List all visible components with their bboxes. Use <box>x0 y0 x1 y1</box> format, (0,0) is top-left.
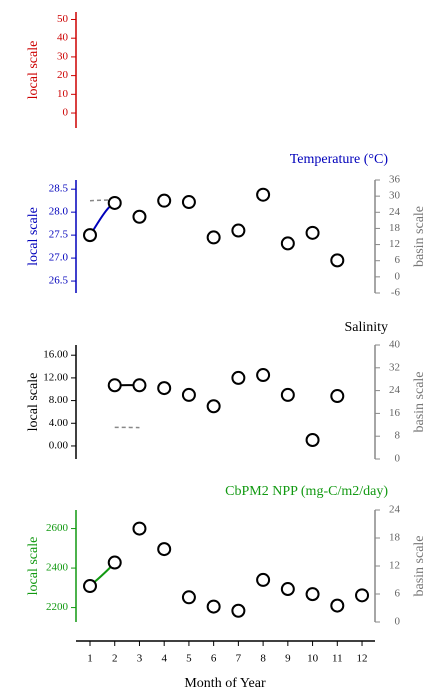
panel-title: CbPM2 NPP (mg-C/m2/day) <box>225 484 388 499</box>
y-tick-label: 28.5 <box>49 183 69 195</box>
y-tick-label: 26.5 <box>49 275 69 287</box>
point <box>107 555 122 570</box>
point <box>132 209 147 224</box>
y-tick-label: 27.5 <box>49 229 69 241</box>
x-tick-label: 12 <box>357 653 368 665</box>
y-tick-label: 2600 <box>46 522 69 534</box>
y2-tick-label: 0 <box>395 616 401 628</box>
y-tick-label: 0.00 <box>49 439 69 451</box>
y2-tick-label: 36 <box>389 174 401 186</box>
y2-tick-label: 30 <box>389 190 401 202</box>
x-tick-label: 11 <box>332 653 343 665</box>
y-tick-label: 2200 <box>46 601 69 613</box>
point <box>206 399 221 414</box>
point <box>181 387 196 402</box>
y2-tick-label: 18 <box>389 532 401 544</box>
x-tick-label: 2 <box>112 653 118 665</box>
x-tick-label: 9 <box>285 653 291 665</box>
point <box>181 590 196 605</box>
x-tick-label: 6 <box>211 653 217 665</box>
point <box>305 225 320 240</box>
point <box>157 542 172 557</box>
point <box>132 378 147 393</box>
x-tick-label: 5 <box>186 653 192 665</box>
panel-title: Temperature (°C) <box>290 152 389 167</box>
y-axis-label: local scale <box>26 207 41 266</box>
y-tick-label: 27.0 <box>49 252 69 264</box>
x-axis-label: Month of Year <box>184 676 266 691</box>
y-tick-label: 4.00 <box>49 417 69 429</box>
y2-tick-label: 8 <box>395 430 401 442</box>
y2-tick-label: 6 <box>395 588 401 600</box>
y-axis-label: local scale <box>26 537 41 596</box>
point <box>355 588 370 603</box>
y-tick-label: 0 <box>63 107 69 119</box>
point <box>256 572 271 587</box>
y-tick-label: 10 <box>57 88 69 100</box>
point <box>107 378 122 393</box>
y2-tick-label: 24 <box>389 504 401 516</box>
point <box>231 370 246 385</box>
panel-title: Salinity <box>344 320 388 335</box>
point <box>330 389 345 404</box>
point <box>181 195 196 210</box>
point <box>157 193 172 208</box>
y2-tick-label: 0 <box>395 270 401 282</box>
point <box>157 381 172 396</box>
point <box>305 433 320 447</box>
y2-axis-label: basin scale <box>412 371 427 432</box>
point <box>305 587 320 602</box>
point <box>280 387 295 402</box>
y2-tick-label: 40 <box>389 339 401 351</box>
point <box>231 223 246 238</box>
y2-tick-label: 24 <box>389 206 401 218</box>
y2-tick-label: 32 <box>389 361 400 373</box>
y-axis-label: local scale <box>26 41 41 100</box>
y-tick-label: 16.00 <box>43 349 68 361</box>
point <box>330 598 345 613</box>
y-axis-label: local scale <box>26 373 41 432</box>
point <box>280 582 295 597</box>
point <box>83 228 97 243</box>
y-tick-label: 50 <box>57 13 69 25</box>
x-tick-label: 10 <box>307 653 319 665</box>
y-tick-label: 30 <box>57 50 69 62</box>
y2-tick-label: 24 <box>389 384 401 396</box>
y2-tick-label: -6 <box>391 287 401 299</box>
point <box>256 368 271 383</box>
y-tick-label: 28.0 <box>49 206 69 218</box>
y2-axis-label: basin scale <box>412 206 427 267</box>
x-tick-label: 4 <box>161 653 167 665</box>
y-tick-label: 20 <box>57 69 69 81</box>
point <box>132 521 147 536</box>
point <box>107 195 122 210</box>
y-tick-label: 40 <box>57 32 69 44</box>
y2-axis-label: basin scale <box>412 535 427 596</box>
x-tick-label: 8 <box>260 653 266 665</box>
y2-tick-label: 12 <box>389 560 400 572</box>
y-tick-label: 12.00 <box>43 371 68 383</box>
point <box>280 236 295 251</box>
point <box>206 599 221 614</box>
x-tick-label: 1 <box>87 653 93 665</box>
point <box>206 230 221 245</box>
point <box>330 253 345 268</box>
point <box>256 187 271 202</box>
x-tick-label: 7 <box>236 653 242 665</box>
y2-tick-label: 12 <box>389 238 400 250</box>
y2-tick-label: 18 <box>389 222 401 234</box>
y-tick-label: 2400 <box>46 562 69 574</box>
point <box>83 579 97 594</box>
y2-tick-label: 0 <box>395 453 401 465</box>
y2-tick-label: 16 <box>389 407 401 419</box>
x-tick-label: 3 <box>137 653 143 665</box>
y-tick-label: 8.00 <box>49 394 69 406</box>
point <box>231 603 246 618</box>
y2-tick-label: 6 <box>395 254 401 266</box>
